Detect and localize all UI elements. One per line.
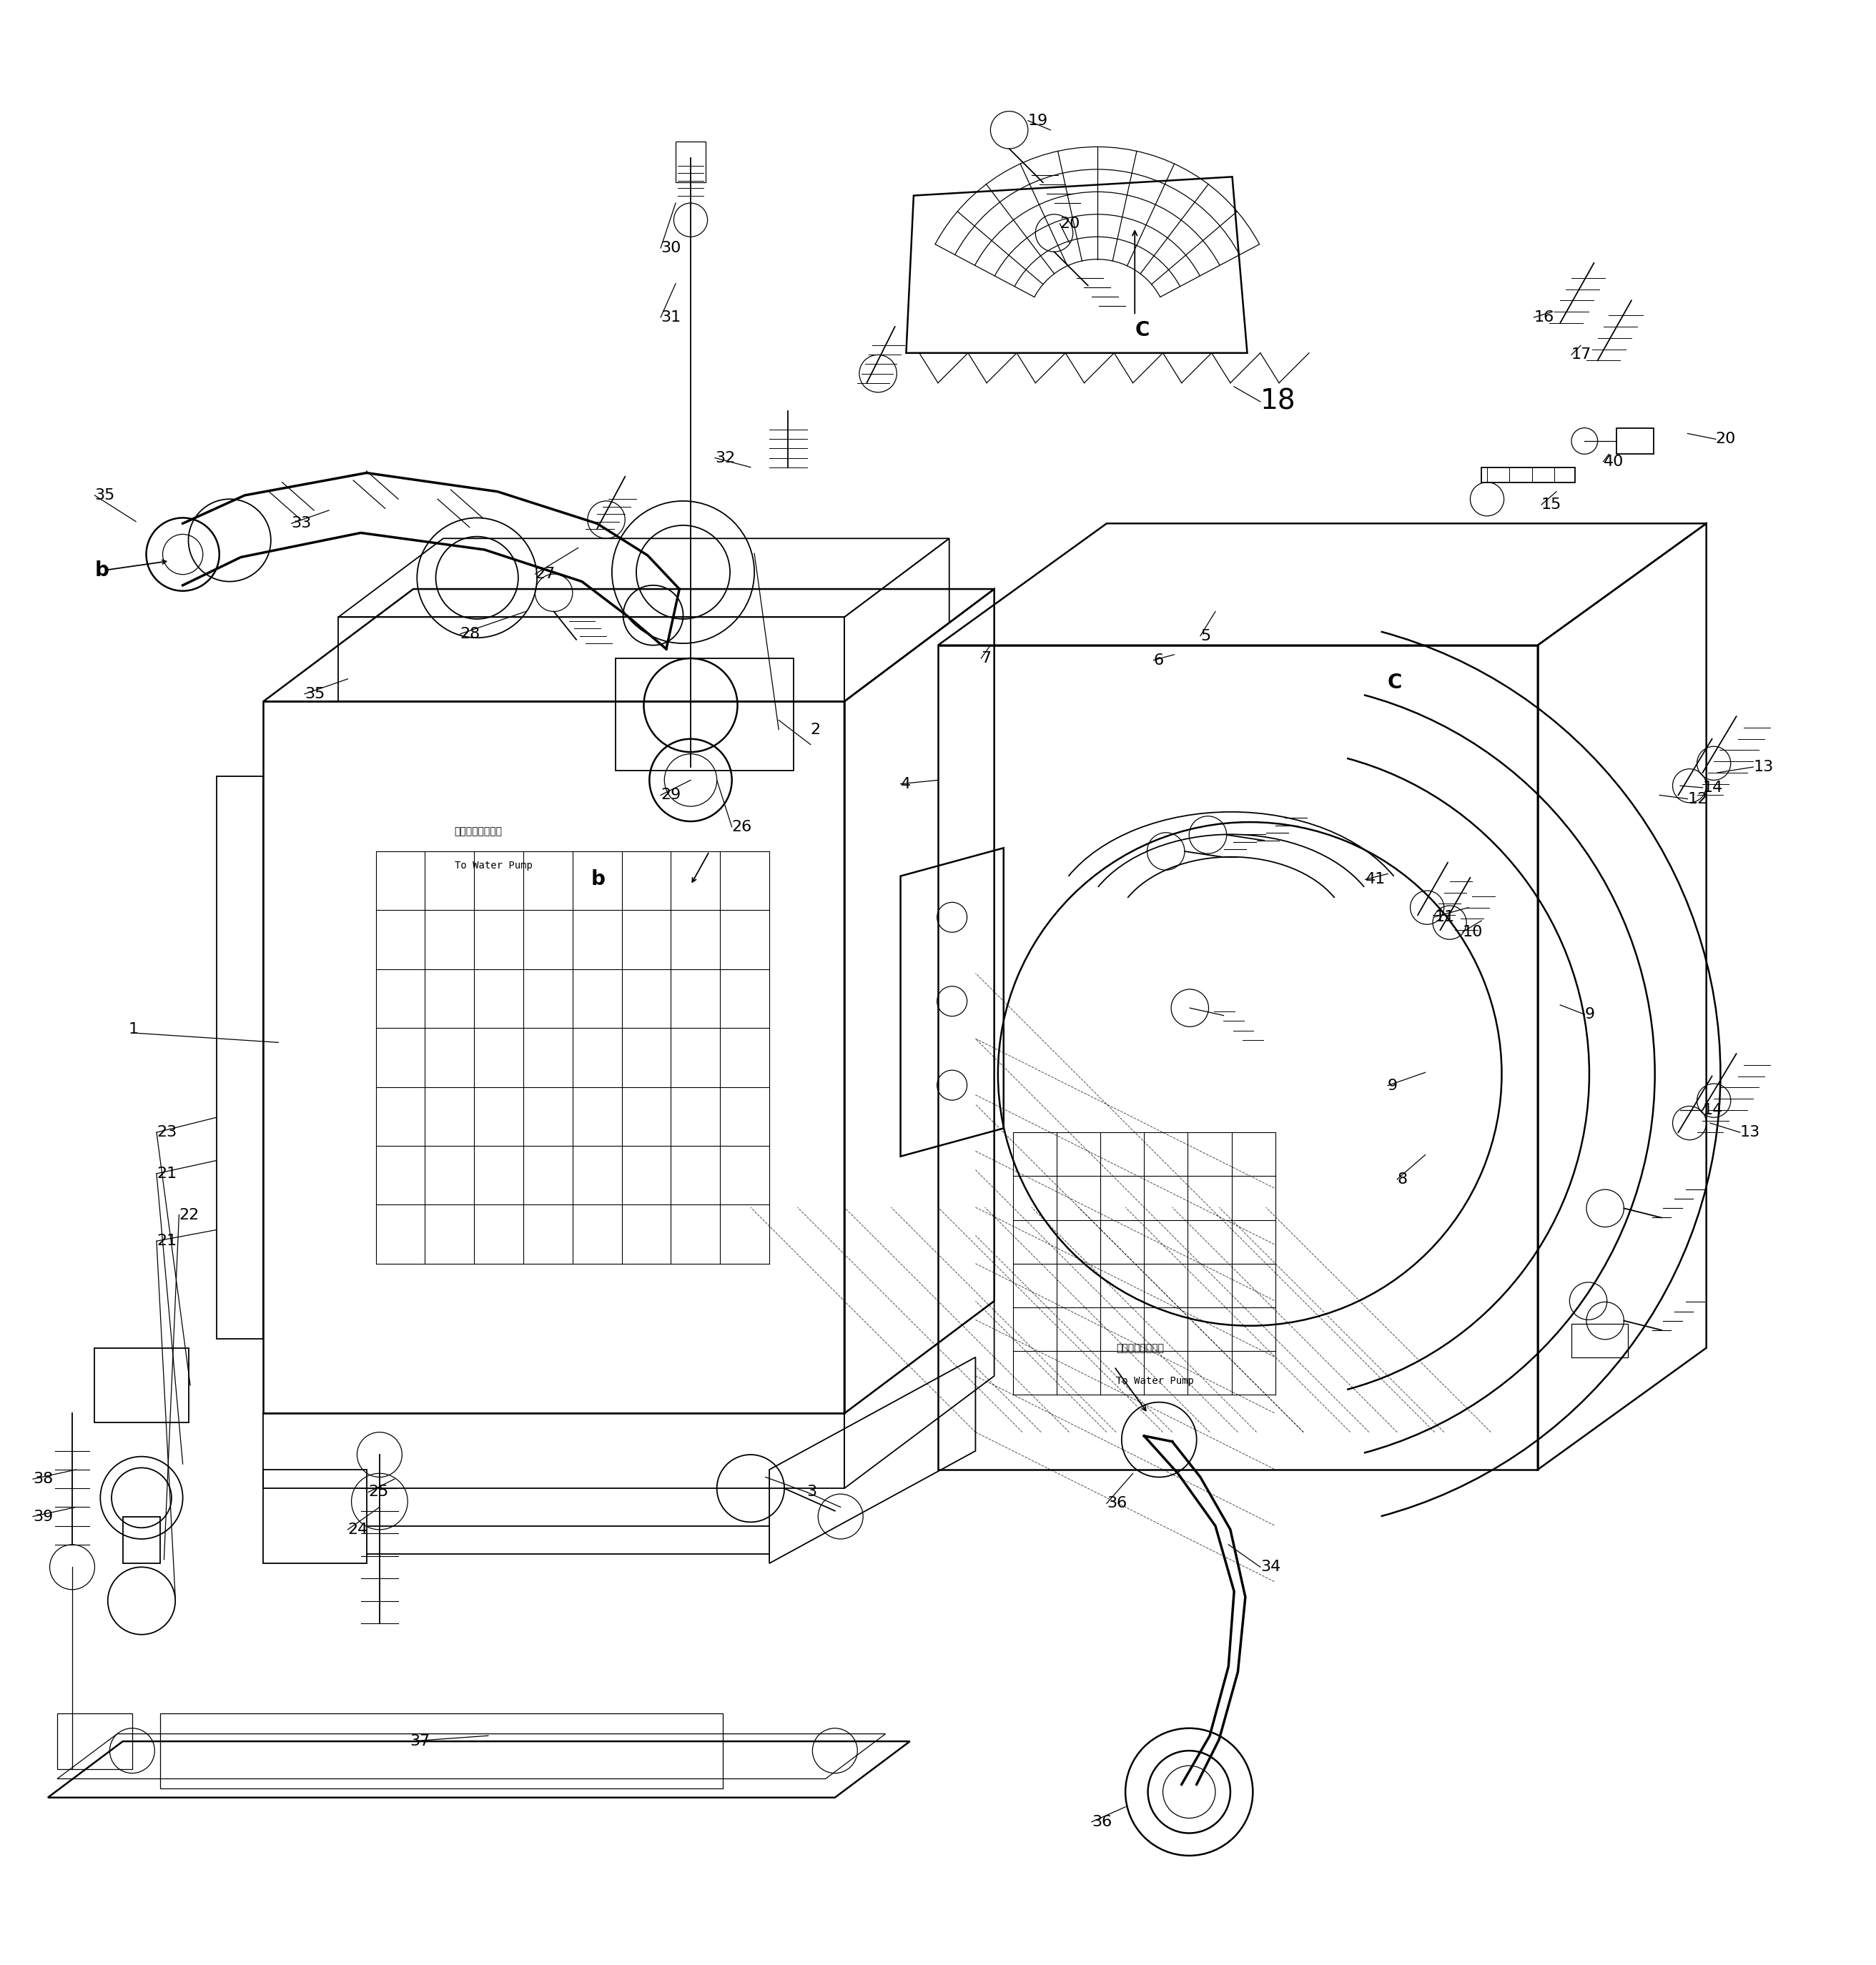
- Text: 30: 30: [660, 242, 681, 255]
- Text: 20: 20: [1717, 432, 1735, 446]
- Text: 23: 23: [156, 1126, 176, 1140]
- Text: 7: 7: [981, 650, 991, 666]
- Text: 27: 27: [535, 566, 555, 582]
- Text: ウォータポンプへ: ウォータポンプへ: [1116, 1344, 1163, 1354]
- Text: 18: 18: [1261, 387, 1296, 415]
- Text: 8: 8: [1398, 1171, 1407, 1187]
- Text: 17: 17: [1572, 348, 1591, 362]
- Text: 20: 20: [1060, 216, 1081, 230]
- Bar: [94, 1348, 188, 1423]
- Bar: [675, 141, 705, 183]
- Text: 3: 3: [807, 1486, 816, 1499]
- Text: 22: 22: [178, 1208, 199, 1222]
- Text: 34: 34: [1261, 1560, 1281, 1574]
- Text: C: C: [1388, 672, 1403, 694]
- Bar: [159, 1713, 722, 1788]
- Text: 24: 24: [347, 1523, 368, 1537]
- Text: 14: 14: [1703, 1102, 1722, 1116]
- Text: 9: 9: [1388, 1079, 1398, 1093]
- Text: 10: 10: [1463, 926, 1484, 939]
- Text: 14: 14: [1703, 780, 1722, 794]
- Text: 6: 6: [1154, 652, 1163, 668]
- Text: 29: 29: [660, 788, 681, 802]
- Text: To Water Pump: To Water Pump: [1116, 1376, 1193, 1385]
- Text: 12: 12: [1688, 792, 1707, 806]
- Text: 41: 41: [1366, 872, 1386, 886]
- Text: b: b: [94, 560, 109, 580]
- Text: 21: 21: [156, 1234, 176, 1248]
- Text: 28: 28: [460, 627, 480, 641]
- Text: 32: 32: [715, 450, 735, 466]
- Text: To Water Pump: To Water Pump: [454, 861, 533, 870]
- Text: 2: 2: [810, 723, 820, 737]
- Text: 33: 33: [291, 517, 311, 531]
- Text: C: C: [1135, 320, 1150, 340]
- Text: 35: 35: [304, 688, 325, 702]
- Text: 1: 1: [128, 1022, 139, 1036]
- Text: ウォータポンプへ: ウォータポンプへ: [454, 827, 503, 837]
- Text: 11: 11: [1435, 910, 1454, 924]
- Text: 36: 36: [1092, 1816, 1112, 1829]
- Bar: [1572, 1324, 1628, 1358]
- Text: b: b: [591, 869, 606, 890]
- Text: 9: 9: [1585, 1008, 1595, 1022]
- Text: 39: 39: [34, 1509, 53, 1523]
- Text: 13: 13: [1741, 1126, 1760, 1140]
- Text: 36: 36: [1107, 1495, 1127, 1511]
- Text: 5: 5: [1201, 629, 1210, 643]
- Bar: [56, 1713, 131, 1769]
- Text: 38: 38: [34, 1472, 53, 1486]
- Text: 19: 19: [1028, 114, 1049, 128]
- Text: 15: 15: [1542, 497, 1561, 511]
- Text: 13: 13: [1754, 760, 1773, 774]
- Bar: [122, 1517, 159, 1564]
- Text: 31: 31: [660, 310, 681, 324]
- Text: 25: 25: [368, 1486, 388, 1499]
- Text: 40: 40: [1604, 454, 1623, 470]
- Text: 35: 35: [94, 487, 114, 503]
- Text: 37: 37: [409, 1735, 430, 1749]
- Text: 16: 16: [1535, 310, 1553, 324]
- Text: 26: 26: [732, 819, 752, 833]
- Text: 4: 4: [900, 776, 910, 792]
- Text: 21: 21: [156, 1167, 176, 1181]
